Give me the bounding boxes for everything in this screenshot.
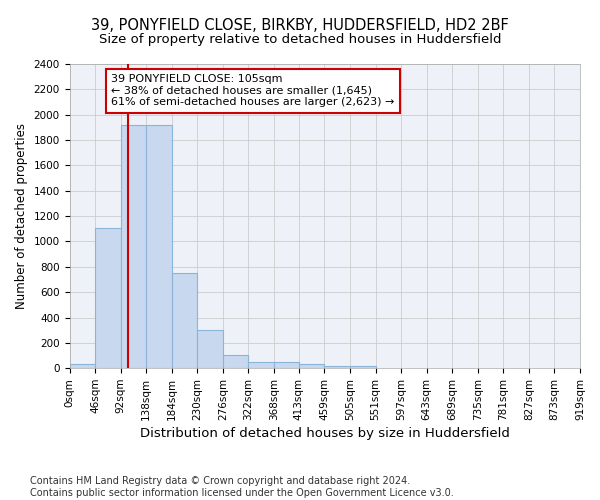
Bar bbox=[274, 362, 299, 368]
Text: 39, PONYFIELD CLOSE, BIRKBY, HUDDERSFIELD, HD2 2BF: 39, PONYFIELD CLOSE, BIRKBY, HUDDERSFIEL… bbox=[91, 18, 509, 32]
Bar bbox=[172, 273, 197, 368]
Bar bbox=[146, 125, 172, 368]
Bar bbox=[95, 228, 121, 368]
Bar bbox=[70, 364, 95, 368]
Bar bbox=[299, 364, 325, 368]
Text: 39 PONYFIELD CLOSE: 105sqm
← 38% of detached houses are smaller (1,645)
61% of s: 39 PONYFIELD CLOSE: 105sqm ← 38% of deta… bbox=[111, 74, 395, 108]
Bar bbox=[248, 362, 274, 368]
Y-axis label: Number of detached properties: Number of detached properties bbox=[15, 123, 28, 309]
X-axis label: Distribution of detached houses by size in Huddersfield: Distribution of detached houses by size … bbox=[140, 427, 510, 440]
Text: Contains HM Land Registry data © Crown copyright and database right 2024.
Contai: Contains HM Land Registry data © Crown c… bbox=[30, 476, 454, 498]
Bar bbox=[197, 330, 223, 368]
Bar bbox=[350, 366, 376, 368]
Bar bbox=[121, 125, 146, 368]
Bar bbox=[325, 366, 350, 368]
Bar bbox=[223, 355, 248, 368]
Text: Size of property relative to detached houses in Huddersfield: Size of property relative to detached ho… bbox=[99, 32, 501, 46]
